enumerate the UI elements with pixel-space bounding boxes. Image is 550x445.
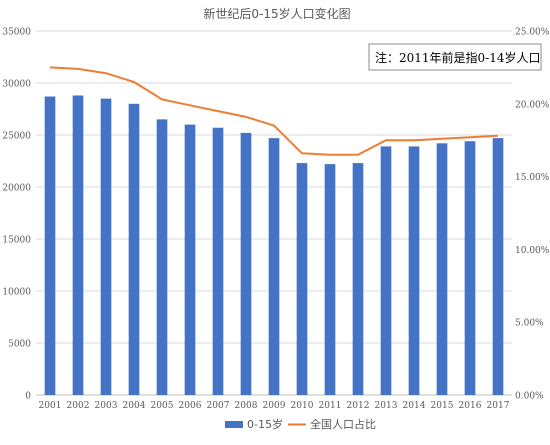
chart-title: 新世纪后0-15岁人口变化图: [203, 6, 350, 21]
legend-swatch-bars: [225, 421, 243, 428]
y-left-tick-label: 15000: [2, 236, 31, 246]
y-left-tick-label: 5000: [8, 340, 31, 350]
bar: [212, 127, 224, 395]
y-right-tick-label: 20.00%: [515, 100, 550, 110]
y-right-tick-label: 15.00%: [515, 173, 550, 183]
bar: [436, 143, 448, 395]
bar: [100, 98, 112, 395]
y-right-tick-label: 25.00%: [515, 28, 550, 38]
bar: [380, 146, 392, 395]
bar: [464, 141, 476, 395]
annotation-frame: [368, 43, 542, 71]
bar-series: [44, 95, 504, 396]
y-right-tick-label: 0.00%: [515, 392, 544, 402]
bar: [240, 132, 252, 396]
x-tick-label: 2004: [123, 401, 146, 411]
bar: [324, 164, 336, 395]
y-left-tick-label: 30000: [2, 80, 31, 90]
x-tick-label: 2008: [235, 401, 258, 411]
bar: [128, 103, 140, 396]
y-right-tick-label: 10.00%: [515, 246, 550, 256]
bar: [492, 138, 504, 395]
y-right-tick-label: 5.00%: [515, 319, 544, 329]
x-tick-label: 2013: [375, 401, 398, 411]
annotation-text: 注：2011年前是指0-14岁人口: [375, 50, 541, 65]
annotation-box: 注：2011年前是指0-14岁人口: [368, 43, 542, 71]
y-left-tick-label: 20000: [2, 184, 31, 194]
y-left-tick-label: 0: [25, 392, 31, 402]
bar: [72, 95, 84, 395]
legend: 0-15岁 全国人口占比: [225, 417, 376, 431]
y-left-tick-label: 25000: [2, 132, 31, 142]
y-left-tick-label: 10000: [2, 288, 31, 298]
x-tick-label: 2006: [179, 401, 202, 411]
x-tick-label: 2016: [459, 401, 482, 411]
bar: [44, 96, 56, 396]
x-tick-label: 2017: [487, 401, 510, 411]
y-left-tick-label: 35000: [2, 28, 31, 38]
x-tick-label: 2015: [431, 401, 454, 411]
bar: [184, 124, 196, 395]
right-axis-ticks: 0.00% 5.00% 10.00% 15.00% 20.00% 25.00%: [515, 28, 550, 402]
x-tick-label: 2011: [319, 401, 342, 411]
x-tick-label: 2007: [207, 401, 230, 411]
x-tick-label: 2001: [39, 401, 62, 411]
x-tick-label: 2002: [67, 401, 90, 411]
x-tick-label: 2003: [95, 401, 118, 411]
line-path: [49, 66, 499, 156]
bar: [352, 163, 364, 395]
x-tick-label: 2014: [403, 401, 426, 411]
legend-label-line: 全国人口占比: [310, 417, 376, 431]
x-tick-label: 2012: [347, 401, 370, 411]
legend-label-bars: 0-15岁: [247, 417, 283, 431]
bar: [156, 119, 168, 396]
bar: [296, 163, 308, 395]
bar: [268, 138, 280, 395]
x-tick-label: 2009: [263, 401, 286, 411]
bar: [408, 146, 420, 395]
x-tick-label: 2010: [291, 401, 314, 411]
x-axis-ticks: 2001 2002 2003 2004 2005 2006 2007 2008 2009 2010…: [39, 401, 510, 411]
x-tick-label: 2005: [151, 401, 174, 411]
line-series: [49, 66, 499, 156]
left-axis-ticks: 0 5000 10000 15000 20000 25000 30000 35000: [2, 28, 31, 402]
